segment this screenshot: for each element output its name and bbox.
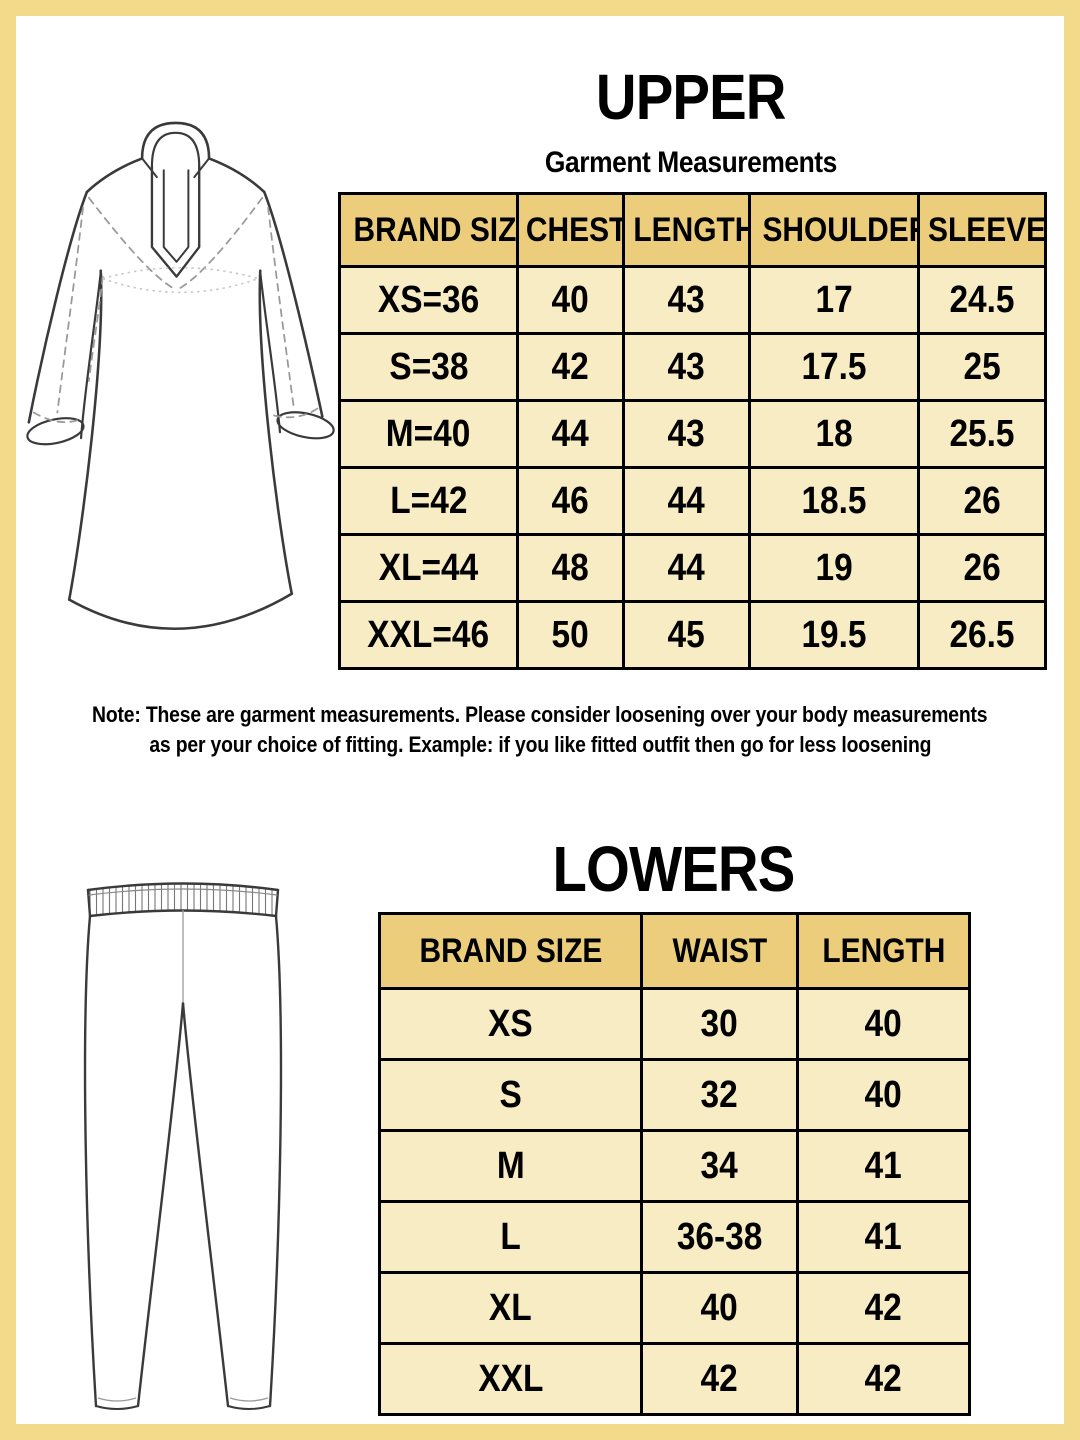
data-cell: 42 [516,332,625,402]
data-cell: 17 [748,265,920,335]
data-cell: 43 [622,332,751,402]
upper-section-subtitle: Garment Measurements [338,146,1044,180]
data-cell: L=42 [338,466,519,536]
upper-header-row: BRAND SIZE CHEST LENGTH SHOULDER SLEEVE [338,192,1047,268]
kurta-dashed-seams [32,196,319,423]
kurta-line-drawing-svg [26,121,335,630]
table-row: S=38 42 43 17.5 25 [338,332,1047,402]
table-row: S 32 40 [378,1058,971,1132]
data-cell: 42 [796,1342,971,1416]
data-cell: 24.5 [917,265,1047,335]
table-row: L 36-38 41 [378,1200,971,1274]
data-cell: 44 [622,533,751,603]
note-line-1: Note: These are garment measurements. Pl… [92,702,988,727]
header-cell: BRAND SIZE [338,192,519,268]
kurta-illustration [18,95,343,665]
table-row: M=40 44 43 18 25.5 [338,399,1047,469]
header-cell: SLEEVE [917,192,1047,268]
data-cell: XS [378,987,643,1061]
leggings-illustration [48,868,318,1428]
data-cell: XL=44 [338,533,519,603]
table-row: XL 40 42 [378,1271,971,1345]
data-cell: 30 [640,987,799,1061]
kurta-dotted-chest-line [102,267,259,294]
data-cell: XXL=46 [338,600,519,670]
upper-title-text: UPPER [596,61,787,133]
table-row: XS=36 40 43 17 24.5 [338,265,1047,335]
table-row: L=42 46 44 18.5 26 [338,466,1047,536]
lowers-section-title: LOWERS [378,833,968,905]
upper-size-table: BRAND SIZE CHEST LENGTH SHOULDER SLEEVE … [338,192,1047,670]
data-cell: 19.5 [748,600,920,670]
data-cell: 32 [640,1058,799,1132]
leggings-waistband-rib [88,883,278,916]
data-cell: M [378,1129,643,1203]
leggings-light-lines [97,910,269,1402]
note-line-2: as per your choice of fitting. Example: … [149,731,931,757]
data-cell: 17.5 [748,332,920,402]
kurta-solid-lines [26,121,335,630]
data-cell: 25 [917,332,1047,402]
header-cell: WAIST [640,912,799,990]
data-cell: XXL [378,1342,643,1416]
lowers-size-table: BRAND SIZE WAIST LENGTH XS 30 40 S 32 40… [378,912,971,1416]
data-cell: 26.5 [917,600,1047,670]
lowers-title-text: LOWERS [552,833,795,905]
data-cell: 19 [748,533,920,603]
header-cell: LENGTH [622,192,751,268]
table-row: XL=44 48 44 19 26 [338,533,1047,603]
data-cell: S=38 [338,332,519,402]
data-cell: 44 [516,399,625,469]
table-row: XS 30 40 [378,987,971,1061]
data-cell: 25.5 [917,399,1047,469]
header-cell: LENGTH [796,912,971,990]
header-cell: BRAND SIZE [378,912,643,990]
data-cell: 40 [796,987,971,1061]
data-cell: 40 [796,1058,971,1132]
data-cell: 34 [640,1129,799,1203]
data-cell: 40 [640,1271,799,1345]
upper-section-title: UPPER [338,61,1044,133]
data-cell: 43 [622,265,751,335]
data-cell: 40 [516,265,625,335]
data-cell: 41 [796,1129,971,1203]
data-cell: 43 [622,399,751,469]
data-cell: L [378,1200,643,1274]
lowers-header-row: BRAND SIZE WAIST LENGTH [378,912,971,990]
header-cell: SHOULDER [748,192,920,268]
table-row: XXL=46 50 45 19.5 26.5 [338,600,1047,670]
data-cell: 50 [516,600,625,670]
data-cell: 48 [516,533,625,603]
data-cell: 18 [748,399,920,469]
data-cell: 42 [640,1342,799,1416]
data-cell: 26 [917,466,1047,536]
data-cell: 41 [796,1200,971,1274]
data-cell: 44 [622,466,751,536]
data-cell: XS=36 [338,265,519,335]
data-cell: M=40 [338,399,519,469]
upper-subtitle-text: Garment Measurements [545,146,837,179]
data-cell: 45 [622,600,751,670]
header-cell: CHEST [516,192,625,268]
data-cell: 36-38 [640,1200,799,1274]
leggings-line-drawing-svg [83,882,283,1410]
data-cell: 18.5 [748,466,920,536]
table-row: M 34 41 [378,1129,971,1203]
data-cell: 26 [917,533,1047,603]
data-cell: S [378,1058,643,1132]
data-cell: 42 [796,1271,971,1345]
table-row: XXL 42 42 [378,1342,971,1416]
measurement-note: Note: These are garment measurements. Pl… [30,700,1050,759]
data-cell: 46 [516,466,625,536]
data-cell: XL [378,1271,643,1345]
